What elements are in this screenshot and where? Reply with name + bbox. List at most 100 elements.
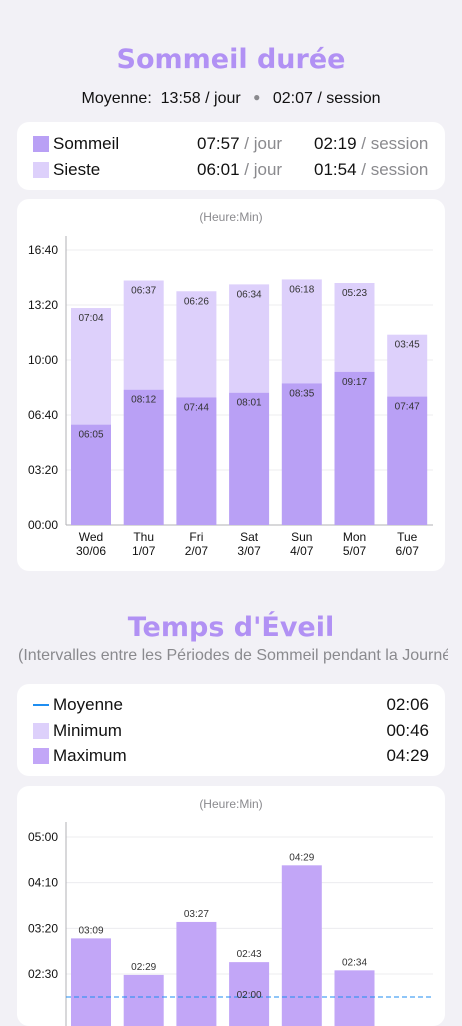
legend-label: Moyenne [53,695,123,714]
x-tick-day: Wed [79,530,103,544]
wake-chart-card: (Heure:Min) 02:30 03:20 04:10 05:00 03:09 02:… [17,786,445,1026]
sieste-value-label: 06:18 [289,284,314,295]
x-tick-day: Tue [397,530,418,544]
sleep-average-summary: Moyenne: 13:58 / jour ● 02:07 / session [0,90,462,108]
per-day-value: 06:01 / jour [197,160,283,179]
y-tick-label: 05:00 [28,830,58,844]
sieste-bar [176,291,217,398]
bar-value-label: 02:29 [131,962,156,973]
sommeil-bar [229,392,270,525]
sommeil-bar [387,396,428,525]
legend-row-sieste: Sieste 06:01 / jour 01:54 / session [33,158,429,182]
sommeil-value-label: 08:35 [289,388,314,399]
x-tick-day: Mon [343,530,366,544]
sommeil-bar [281,383,322,525]
y-tick-label: 16:40 [28,243,58,257]
y-tick-label: 00:00 [28,518,58,532]
sommeil-bar [334,371,375,525]
y-tick-label: 04:10 [28,876,58,890]
bar-value-label: 04:29 [289,852,314,863]
sommeil-bar [71,424,111,525]
maximum-bar [71,938,111,1026]
y-tick-label: 10:00 [28,353,58,367]
sleep-legend-card: Sommeil 07:57 / jour 02:19 / session Sie… [17,122,445,190]
sommeil-value-label: 08:12 [131,395,156,406]
sieste-bar [334,283,375,372]
bar-value-label: 03:09 [78,925,103,936]
sommeil-value-label: 06:05 [78,430,103,441]
legend-value: 00:46 [386,721,429,740]
average-per-session: 02:07 / session [272,90,381,107]
y-tick-label: 13:20 [28,298,58,312]
minimum-swatch-icon [33,723,49,739]
sommeil-value-label: 09:17 [342,377,367,388]
y-tick-label: 02:30 [28,967,58,981]
y-tick-label: 06:40 [28,408,58,422]
legend-row-maximum: Maximum 04:29 [33,744,429,768]
sieste-bar [229,284,270,393]
sommeil-value-label: 08:01 [237,398,262,409]
average-label: Moyenne: [81,90,152,107]
wake-legend-card: Moyenne 02:06 Minimum 00:46 Maximum 04:2… [17,684,445,776]
sieste-value-label: 06:37 [131,286,156,297]
bar-value-label: 02:34 [342,957,367,968]
per-session-value: 02:19 / session [314,134,429,153]
average-line-icon [33,704,49,706]
x-tick-day: Thu [133,530,154,544]
sieste-bar [387,334,428,397]
wake-time-bar-chart: 02:30 03:20 04:10 05:00 03:09 02:29 03:27 02:43… [28,822,433,1026]
legend-label: Sommeil [53,134,120,153]
legend-label: Sieste [53,160,101,179]
legend-value: 02:06 [386,695,429,714]
sleep-duration-title: Sommeil durée [116,44,346,75]
bar-value-label: 02:43 [237,949,262,960]
sieste-value-label: 07:04 [78,313,103,324]
legend-row-sommeil: Sommeil 07:57 / jour 02:19 / session [33,132,429,156]
sieste-bar [281,279,322,384]
x-tick-date: 4/07 [290,544,314,558]
sieste-bar [71,308,111,425]
legend-label: Maximum [53,746,127,765]
sommeil-bar [176,397,217,525]
x-tick-date: 5/07 [343,544,367,558]
sieste-value-label: 05:23 [342,288,367,299]
sommeil-value-label: 07:44 [184,402,209,413]
y-tick-label: 03:20 [28,463,58,477]
x-tick-date: 2/07 [185,544,209,558]
legend-value: 04:29 [386,746,429,765]
maximum-bar [123,974,164,1026]
wake-time-subtitle: (Intervalles entre les Périodes de Somme… [18,647,448,664]
sieste-value-label: 03:45 [395,340,420,351]
separator-dot-icon: ● [253,90,261,104]
maximum-bar [334,970,375,1026]
per-session-value: 01:54 / session [314,160,429,179]
x-tick-day: Fri [189,530,203,544]
x-tick-day: Sun [291,530,312,544]
sieste-value-label: 06:34 [237,289,262,300]
sieste-value-label: 06:26 [184,296,209,307]
chart-unit-label: (Heure:Min) [199,210,263,224]
average-value-label: 02:00 [237,990,262,1001]
bar-value-label: 03:27 [184,909,209,920]
sieste-bar [123,280,164,390]
x-tick-date: 6/07 [396,544,420,558]
maximum-swatch-icon [33,748,49,764]
x-tick-day: Sat [240,530,259,544]
sommeil-bar [123,389,164,525]
sommeil-swatch-icon [33,136,49,152]
x-tick-date: 3/07 [237,544,261,558]
per-day-value: 07:57 / jour [197,134,283,153]
legend-row-minimum: Minimum 00:46 [33,719,429,743]
x-tick-date: 30/06 [76,544,106,558]
legend-row-moyenne: Moyenne 02:06 [33,693,429,717]
x-tick-date: 1/07 [132,544,156,558]
maximum-bar [176,921,217,1026]
chart-unit-label: (Heure:Min) [199,797,263,811]
average-per-day: 13:58 / jour [160,90,241,107]
sleep-duration-bar-chart: 00:00 03:20 06:40 10:00 13:20 16:40 07:04 06:05… [28,236,433,558]
wake-time-title: Temps d'Éveil [127,612,335,643]
maximum-bar [281,865,322,1026]
sleep-chart-card: (Heure:Min) 00:00 03:20 06:40 10:00 13:20 16:… [17,199,445,571]
sieste-swatch-icon [33,162,49,178]
legend-label: Minimum [53,721,122,740]
